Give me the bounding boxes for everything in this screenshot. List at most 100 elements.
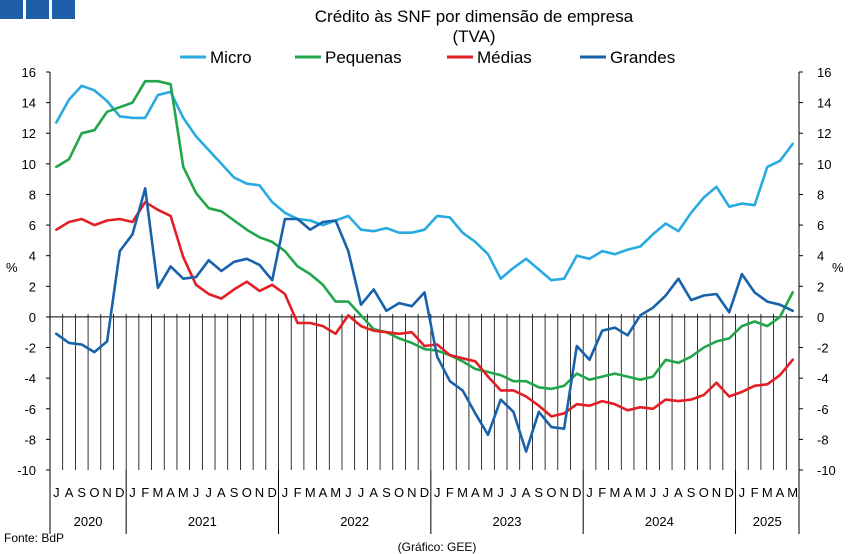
x-tick-label-month: S: [534, 485, 543, 500]
y-tick-label-right: -8: [817, 432, 829, 447]
x-tick-label-month: A: [319, 485, 328, 500]
x-tick-label-year: 2025: [753, 514, 782, 529]
x-tick-label-month: A: [369, 485, 378, 500]
y-tick-label-right: 12: [817, 126, 831, 141]
x-tick-label-month: A: [471, 485, 480, 500]
x-tick-label-month: A: [623, 485, 632, 500]
x-tick-label-month: A: [522, 485, 531, 500]
y-tick-label-right: -6: [817, 402, 829, 417]
chart-title: Crédito às SNF por dimensão de empresa: [315, 7, 634, 26]
y-tick-label-left: 12: [22, 126, 36, 141]
legend-label-pequenas: Pequenas: [325, 48, 402, 67]
logo-block-1: [0, 0, 23, 19]
x-tick-label-month: N: [407, 485, 416, 500]
x-tick-label-month: J: [193, 485, 200, 500]
x-tick-label-month: A: [65, 485, 74, 500]
x-tick-label-month: S: [382, 485, 391, 500]
x-tick-label-month: M: [787, 485, 798, 500]
x-tick-label-month: J: [497, 485, 504, 500]
x-tick-label-month: J: [586, 485, 593, 500]
x-tick-label-month: D: [420, 485, 429, 500]
x-tick-label-month: S: [230, 485, 239, 500]
y-tick-label-right: -2: [817, 341, 829, 356]
x-tick-label-month: O: [699, 485, 709, 500]
y-tick-label-left: 10: [22, 157, 36, 172]
y-axis-label-right: %: [832, 260, 844, 275]
x-tick-label-month: J: [358, 485, 365, 500]
x-tick-label-month: N: [559, 485, 568, 500]
x-tick-label-month: M: [483, 485, 494, 500]
x-tick-label-month: J: [345, 485, 352, 500]
series-lines: [54, 79, 795, 453]
y-tick-label-right: 16: [817, 65, 831, 80]
x-tick-label-month: J: [662, 485, 669, 500]
y-tick-label-left: 16: [22, 65, 36, 80]
y-tick-label-right: 6: [817, 218, 824, 233]
x-tick-label-month: M: [457, 485, 468, 500]
x-tick-label-month: O: [546, 485, 556, 500]
y-tick-label-left: 0: [29, 310, 36, 325]
x-tick-label-month: O: [394, 485, 404, 500]
x-tick-label-month: J: [53, 485, 60, 500]
x-tick-label-month: J: [510, 485, 517, 500]
y-tick-label-left: -6: [24, 402, 36, 417]
x-tick-label-month: N: [712, 485, 721, 500]
x-tick-label-month: F: [751, 485, 759, 500]
y-tick-label-right: -4: [817, 371, 829, 386]
x-tick-label-month: J: [739, 485, 746, 500]
y-tick-label-left: -2: [24, 341, 36, 356]
x-tick-label-month: M: [635, 485, 646, 500]
x-tick-label-month: J: [129, 485, 136, 500]
x-tick-label-year: 2022: [340, 514, 369, 529]
x-tick-label-month: J: [205, 485, 212, 500]
legend-label-micro: Micro: [210, 48, 252, 67]
series-line-medias: [54, 200, 795, 418]
y-tick-label-left: 2: [29, 279, 36, 294]
x-tick-label-month: J: [434, 485, 441, 500]
y-tick-label-left: -4: [24, 371, 36, 386]
x-tick-label-month: D: [572, 485, 581, 500]
y-tick-label-left: -10: [17, 463, 36, 478]
x-tick-label-month: F: [598, 485, 606, 500]
x-tick-label-month: A: [217, 485, 226, 500]
x-tick-label-month: S: [77, 485, 86, 500]
chart-subtitle: (TVA): [452, 27, 495, 46]
y-tick-label-left: 4: [29, 249, 36, 264]
x-tick-label-month: N: [102, 485, 111, 500]
x-tick-label-month: D: [724, 485, 733, 500]
y-axis-label-left: %: [6, 260, 18, 275]
x-tick-label-month: F: [446, 485, 454, 500]
y-tick-label-left: 14: [22, 96, 36, 111]
logo-block-2: [26, 0, 49, 19]
x-tick-label-year: 2021: [188, 514, 217, 529]
x-tick-label-month: A: [776, 485, 785, 500]
axes: -10 -10 -8 -8 -6 -6 -4 -4 -2 -2 0 0 2 2 4 4 6 6 8 8 10 10 12 12…: [17, 65, 836, 534]
x-tick-label-month: D: [267, 485, 276, 500]
series-line-micro: [54, 84, 795, 282]
legend-label-medias: Médias: [477, 48, 532, 67]
x-tick-label-month: J: [650, 485, 657, 500]
x-tick-label-month: N: [255, 485, 264, 500]
series-line-pequenas: [54, 79, 795, 391]
y-tick-label-right: 2: [817, 279, 824, 294]
logo: [0, 0, 75, 19]
x-tick-label-month: M: [178, 485, 189, 500]
y-tick-label-right: 10: [817, 157, 831, 172]
x-tick-label-month: M: [152, 485, 163, 500]
y-tick-label-right: 0: [817, 310, 824, 325]
x-tick-label-month: A: [674, 485, 683, 500]
x-tick-label-month: S: [687, 485, 696, 500]
x-tick-label-month: F: [141, 485, 149, 500]
x-tick-label-month: A: [166, 485, 175, 500]
y-tick-label-left: 8: [29, 187, 36, 202]
credit-note: (Gráfico: GEE): [398, 540, 477, 554]
y-tick-label-right: 4: [817, 249, 824, 264]
y-tick-label-right: -10: [817, 463, 836, 478]
series-line-grandes: [54, 187, 795, 453]
x-tick-label-year: 2023: [493, 514, 522, 529]
x-tick-label-month: M: [330, 485, 341, 500]
x-tick-label-year: 2020: [74, 514, 103, 529]
legend-label-grandes: Grandes: [610, 48, 675, 67]
x-tick-label-month: O: [89, 485, 99, 500]
